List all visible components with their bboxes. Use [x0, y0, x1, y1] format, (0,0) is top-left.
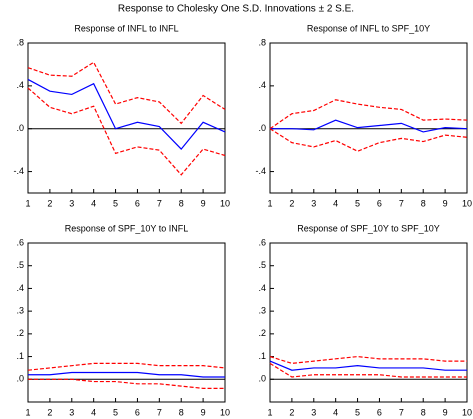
x-tick-label: 9: [443, 407, 448, 417]
x-tick-label: 1: [25, 198, 30, 208]
x-tick-label: 10: [220, 407, 230, 417]
y-tick-label: .5: [16, 260, 24, 270]
panel-title: Response of INFL to INFL: [74, 23, 178, 33]
plot-frame: [27, 42, 226, 194]
x-tick-label: 8: [421, 198, 426, 208]
y-tick-label: .4: [16, 283, 24, 293]
x-tick-label: 8: [179, 198, 184, 208]
y-tick-label: .6: [258, 237, 266, 247]
band-line: [28, 378, 225, 389]
x-tick-label: 6: [377, 407, 382, 417]
x-tick-label: 1: [25, 407, 30, 417]
x-tick-label: 3: [311, 198, 316, 208]
band-line: [27, 362, 226, 371]
x-tick-label: 6: [377, 198, 382, 208]
y-tick-label: .2: [258, 328, 266, 338]
x-tick-label: 2: [47, 407, 52, 417]
x-tick-label: 4: [91, 407, 96, 417]
y-tick-label: -.4: [13, 166, 24, 176]
y-tick-label: .3: [258, 306, 266, 316]
main-title: Response to Cholesky One S.D. Innovation…: [118, 4, 354, 15]
x-tick-label: 2: [47, 198, 52, 208]
x-tick-label: 10: [220, 198, 230, 208]
x-tick-label: 2: [289, 198, 294, 208]
y-tick-label: .0: [258, 374, 266, 384]
x-tick-label: 2: [289, 407, 294, 417]
x-tick-label: 5: [113, 198, 118, 208]
x-tick-label: 10: [462, 198, 472, 208]
y-tick-label: .8: [16, 37, 24, 47]
x-tick-label: 5: [355, 407, 360, 417]
panel-title: Response of SPF_10Y to INFL: [65, 223, 188, 233]
y-tick-label: .5: [258, 260, 266, 270]
x-tick-label: 4: [333, 198, 338, 208]
x-tick-label: 7: [399, 198, 404, 208]
x-tick-label: 3: [311, 407, 316, 417]
x-tick-label: 4: [91, 198, 96, 208]
x-tick-label: 7: [399, 407, 404, 417]
x-tick-label: 6: [135, 407, 140, 417]
x-tick-label: 8: [179, 407, 184, 417]
x-tick-label: 1: [267, 407, 272, 417]
x-tick-label: 6: [135, 198, 140, 208]
x-tick-label: 5: [113, 407, 118, 417]
y-tick-label: .3: [16, 306, 24, 316]
panel-title: Response of SPF_10Y to SPF_10Y: [297, 223, 439, 233]
plot-frame: [269, 42, 468, 194]
y-tick-label: .1: [16, 351, 24, 361]
response-line: [269, 360, 467, 371]
y-tick-label: .4: [258, 283, 266, 293]
response-line: [27, 78, 226, 150]
x-tick-label: 3: [69, 198, 74, 208]
x-tick-label: 7: [157, 198, 162, 208]
x-tick-label: 7: [157, 407, 162, 417]
y-tick-label: .0: [16, 374, 24, 384]
band-line: [269, 99, 468, 130]
response-line: [270, 119, 468, 133]
x-tick-label: 3: [69, 407, 74, 417]
y-tick-label: .0: [258, 123, 266, 133]
plot-frame: [269, 242, 468, 403]
plot-frame: [27, 242, 226, 403]
y-tick-label: .2: [16, 328, 24, 338]
x-tick-label: 1: [267, 198, 272, 208]
band-line: [269, 128, 468, 152]
y-tick-label: .4: [16, 80, 24, 90]
x-tick-label: 8: [421, 407, 426, 417]
x-tick-label: 10: [462, 407, 472, 417]
y-tick-label: .6: [16, 237, 24, 247]
band-line: [27, 61, 226, 125]
y-tick-label: .8: [258, 37, 266, 47]
x-tick-label: 9: [443, 198, 448, 208]
x-tick-label: 9: [201, 407, 206, 417]
band-line: [27, 87, 226, 176]
x-tick-label: 5: [355, 198, 360, 208]
x-tick-label: 4: [333, 407, 338, 417]
y-tick-label: .0: [16, 123, 24, 133]
band-line: [269, 362, 467, 378]
y-tick-label: .1: [258, 351, 266, 361]
response-line: [28, 371, 225, 378]
panel-title: Response of INFL to SPF_10Y: [307, 23, 430, 33]
band-line: [269, 355, 467, 364]
y-tick-label: -.4: [255, 166, 266, 176]
y-tick-label: .4: [258, 80, 266, 90]
x-tick-label: 9: [201, 198, 206, 208]
